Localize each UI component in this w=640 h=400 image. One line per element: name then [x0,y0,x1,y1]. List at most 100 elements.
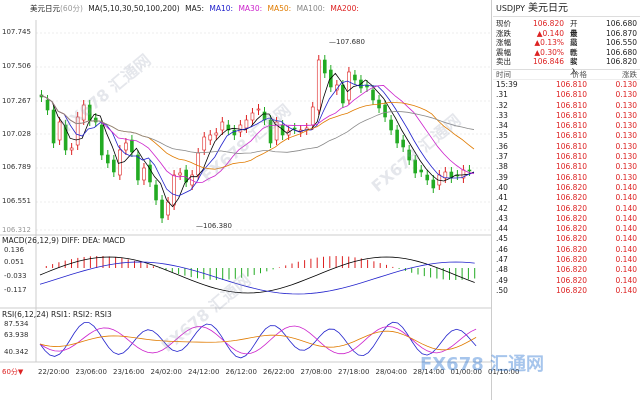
tick-change: 0.130 [615,121,637,131]
candle [250,112,255,121]
tick-change: 0.140 [615,203,637,213]
time-axis-label: 24/02:00 [150,368,182,376]
candle [136,154,140,181]
ma30-label: MA30: [238,4,263,13]
candle [172,174,176,206]
price-axis-label: 107.506 [2,62,31,70]
tick-time: .39 [496,172,508,182]
macd-axis-label: 0.051 [4,258,25,266]
candle [383,104,387,118]
high-price-label: —107.680 [329,38,365,46]
kline-chart[interactable]: 美元日元(60分) MA(5,10,30,50,100,200) MA5: MA… [0,0,544,400]
candle [69,147,74,151]
candle [395,129,399,144]
tick-price: 106.810 [555,100,587,110]
tick-price: 106.810 [555,121,587,131]
chart-canvas[interactable] [0,0,492,400]
ticks-col-change: 涨跌 [622,69,637,79]
tick-row: .34 106.810 0.130 [493,121,640,131]
period-selector[interactable]: 60分▼ [2,368,24,376]
tick-row: .32 106.810 0.130 [493,101,640,111]
tick-price: 106.820 [555,255,587,265]
tick-time: .31 [496,90,508,100]
ma200-label: MA200: [330,4,359,13]
tick-time: .47 [496,255,508,265]
tick-change: 0.140 [615,213,637,223]
period-label: (60分) [60,4,83,13]
candle [353,74,357,81]
price-axis-label: 106.312 [2,226,31,234]
tick-price: 106.820 [555,244,587,254]
tick-time: .48 [496,265,508,275]
tick-price: 106.820 [555,213,587,223]
tick-price: 106.820 [555,265,587,275]
rsi-title: RSI(6,12,24) RSI1: RSI2: RSI3 [2,310,112,319]
candle [274,121,279,141]
quote-field-label: 震幅 [496,47,511,57]
moving-average-line [39,94,475,154]
tick-price: 106.820 [555,224,587,234]
time-axis-label: 26/22:00 [263,368,295,376]
candle [154,184,158,201]
time-axis-label: 24/12:00 [188,368,220,376]
tick-price: 106.820 [555,193,587,203]
candle [208,134,213,141]
quote-field-value: 106.870 [605,28,637,38]
tick-row: .33 106.810 0.130 [493,111,640,121]
candle [51,109,56,144]
ticks-col-time: 时间 [496,69,511,79]
time-axis-label: 01/00:00 [450,368,482,376]
quote-field-label: 涨幅 [496,38,511,48]
quote-field-value: 106.820 [532,19,564,28]
quote-field-label: 最低 [570,38,578,57]
quote-field-label: 最高 [570,28,578,48]
tick-price: 106.810 [555,141,587,151]
price-axis-label: 107.745 [2,28,31,36]
macd-diff-line [39,256,475,294]
ma-params: MA(5,10,30,50,100,200) [88,4,180,13]
macd-axis-label: 0.136 [4,246,25,254]
candle [443,171,448,179]
quote-field-label: 开盘 [570,19,578,38]
time-axis-label: 01/10:00 [488,368,520,376]
candle [202,136,207,151]
tick-time: .36 [496,141,508,151]
tick-change: 0.140 [615,285,637,295]
tick-price: 106.820 [555,203,587,213]
candle [341,84,345,104]
candle [124,142,128,151]
tick-price: 106.810 [555,79,587,89]
tick-time: .46 [496,244,508,254]
quote-field-value: 106.550 [605,38,637,48]
tick-price: 106.820 [555,234,587,244]
candle [389,119,393,131]
tick-row: .37 106.810 0.130 [493,152,640,162]
candle [292,127,297,130]
moving-average-line [39,72,475,208]
price-axis-label: 106.551 [2,197,31,205]
quote-summary: 现价 106.820 开盘 106.680 涨跌 ▲0.140 最高 106.870 涨幅 ▲0.… [493,17,640,76]
candle [431,179,436,189]
time-axis-label: 23/06:00 [75,368,107,376]
tick-row: .41 106.820 0.140 [493,193,640,203]
tick-time: .49 [496,275,508,285]
candle [130,139,134,153]
tick-price: 106.810 [555,131,587,141]
candle [99,124,104,156]
tick-change: 0.140 [615,182,637,192]
tick-row: .35 106.810 0.130 [493,131,640,141]
candle [347,71,351,101]
candle [316,59,321,111]
ticks-list[interactable]: 15:39 106.810 0.130 .31 106.810 0.130 .32 106.8… [493,80,640,296]
candle [63,124,68,151]
quote-field-value: 106.820 [605,57,637,67]
quote-field-label: 涨跌 [496,28,511,38]
macd-title: MACD(26,12,9) DIFF: DEA: MACD [2,236,126,245]
candle [75,116,80,146]
tick-time: .50 [496,285,508,295]
tick-change: 0.130 [615,141,637,151]
quote-field-label: 现价 [496,19,511,28]
time-axis-label: 27/18:00 [338,368,370,376]
rsi-axis-label: 40.342 [4,348,29,356]
ticks-col-price: 价格 [572,69,587,79]
